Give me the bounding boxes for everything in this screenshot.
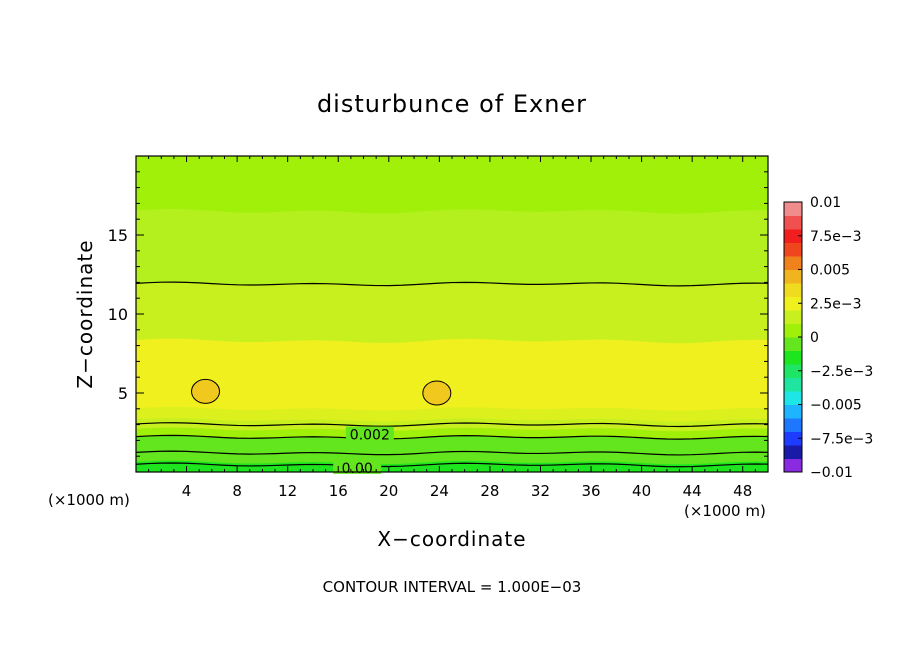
contour-label: 0.00 xyxy=(342,461,373,477)
colorbar-swatch xyxy=(784,323,802,338)
contour-line xyxy=(135,450,769,456)
contour-label: 0.002 xyxy=(350,428,390,444)
colorbar-label: 0.005 xyxy=(810,263,850,279)
colorbar-swatch xyxy=(784,391,802,405)
x-tick-label: 36 xyxy=(581,482,600,500)
colorbar-swatch xyxy=(784,337,802,351)
plot-area: 0.002 0.00 xyxy=(135,156,769,477)
colorbar-swatch xyxy=(784,269,802,284)
x-tick-label: 8 xyxy=(232,482,242,500)
x-tick-label: 48 xyxy=(733,482,752,500)
y-tick-label: 15 xyxy=(108,226,128,245)
x-tick-label: 40 xyxy=(632,482,651,500)
y-tick-label: 10 xyxy=(108,305,128,324)
contour-line xyxy=(135,462,769,468)
colorbar-swatch xyxy=(784,364,802,378)
chart-title: disturbunce of Exner xyxy=(317,90,587,118)
colorbar-swatch xyxy=(784,350,802,365)
colorbar-label: −0.005 xyxy=(810,398,862,414)
colorbar-label: 2.5e−3 xyxy=(810,296,862,312)
colorbar-swatch xyxy=(784,283,802,297)
contour-label-bg xyxy=(345,426,394,441)
colorbar-swatch xyxy=(784,431,802,446)
colorbar-swatch xyxy=(784,445,802,459)
contour-cell xyxy=(422,380,452,406)
colorbar-label: −7.5e−3 xyxy=(810,431,873,447)
x-tick-label: 16 xyxy=(329,482,348,500)
colorbar-swatch xyxy=(784,256,802,270)
x-tick-label: 12 xyxy=(278,482,297,500)
x-tick-label: 28 xyxy=(480,482,499,500)
colorbar-swatch xyxy=(784,242,802,257)
x-unit-right: (×1000 m) xyxy=(684,502,766,520)
colorbar-swatch xyxy=(784,458,802,473)
x-tick-label: 4 xyxy=(182,482,192,500)
x-tick-label: 44 xyxy=(683,482,702,500)
x-unit-left: (×1000 m) xyxy=(48,491,130,509)
x-tick-label: 20 xyxy=(379,482,398,500)
contour-label-bg xyxy=(333,459,382,474)
colorbar-label: 0.01 xyxy=(810,195,841,211)
colorbar: 0.01 7.5e−3 0.005 2.5e−3 0 −2.5e−3 −0.005 −7.5e… xyxy=(783,195,873,481)
colorbar-swatch xyxy=(784,215,802,230)
contour-interval-note: CONTOUR INTERVAL = 1.000E−03 xyxy=(323,578,582,596)
x-tick-label: 24 xyxy=(430,482,449,500)
y-tick-label: 5 xyxy=(118,384,128,403)
colorbar-swatch xyxy=(784,310,802,324)
colorbar-label: −0.01 xyxy=(810,465,853,481)
colorbar-swatch xyxy=(784,229,802,243)
contour-line xyxy=(135,422,769,428)
colorbar-label: 7.5e−3 xyxy=(810,229,862,245)
colorbar-swatch xyxy=(784,404,802,419)
y-axis-label: Z−coordinate xyxy=(73,239,97,388)
colorbar-swatch xyxy=(784,296,802,311)
x-axis-label: X−coordinate xyxy=(377,527,526,551)
contour-line xyxy=(135,434,769,440)
contour-line xyxy=(135,281,769,287)
y-axis: 5 10 15 xyxy=(108,171,768,457)
x-tick-label: 32 xyxy=(531,482,550,500)
colorbar-swatch xyxy=(784,202,802,216)
colorbar-label: −2.5e−3 xyxy=(810,364,873,380)
colorbar-swatch xyxy=(784,418,802,432)
colorbar-swatch xyxy=(784,377,802,392)
colorbar-label: 0 xyxy=(810,330,819,346)
x-axis: 4 8 12 16 20 24 28 32 36 40 44 48 xyxy=(148,156,756,500)
contour-cell xyxy=(191,378,221,404)
